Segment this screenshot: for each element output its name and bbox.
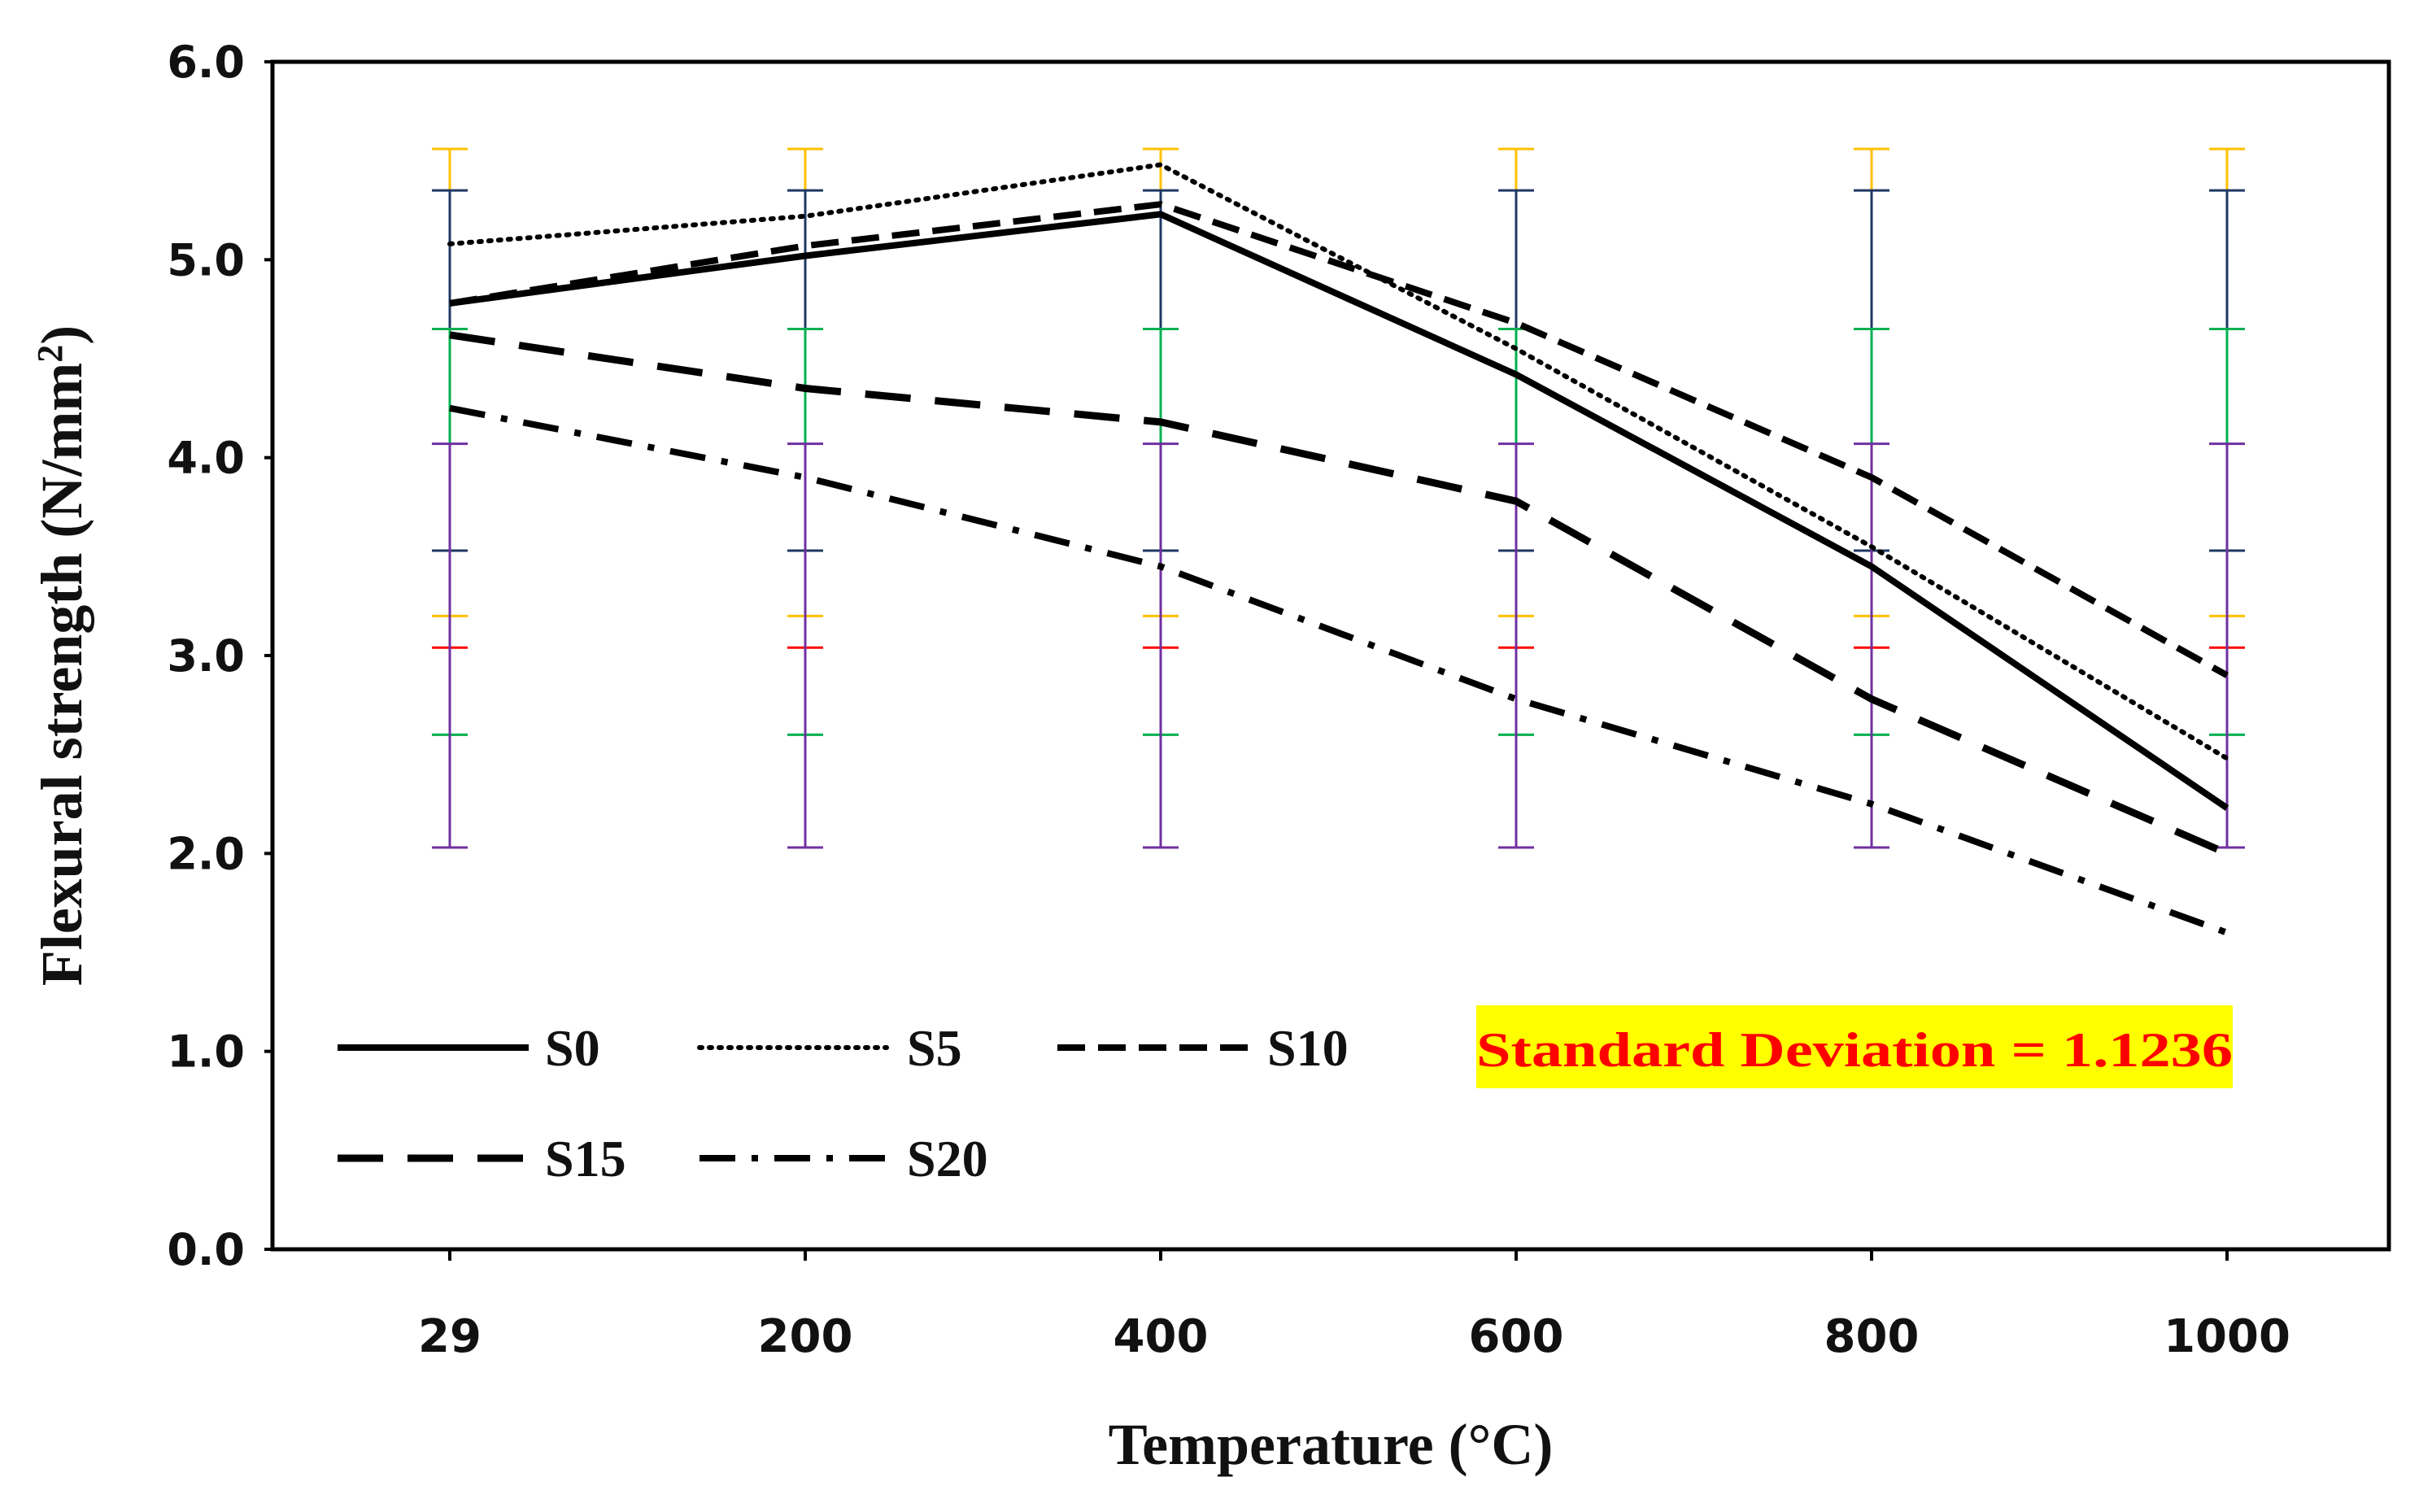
x-axis-ticks: 29 200 400 600 800 1000 [418,1249,2290,1363]
error-bars [432,147,2245,849]
y-axis-title: Flexural strength (N/mm2) [29,325,94,987]
legend-label-s15: S15 [545,1130,626,1187]
y-tick-label: 1.0 [167,1026,245,1078]
x-tick-label: 800 [1824,1310,1920,1363]
legend-label-s5: S5 [907,1019,962,1077]
series-line-s0 [449,211,2229,811]
legend: S0 S5 S10 S15 S20 [338,1019,1349,1187]
y-tick-label: 4.0 [167,433,245,484]
y-tick-label: 3.0 [167,630,245,682]
x-tick-label: 400 [1114,1310,1209,1363]
series-lines [447,162,2229,936]
x-tick-label: 200 [758,1310,853,1363]
x-axis-title: Temperature (°C) [1109,1412,1554,1477]
y-axis-ticks: 0.0 1.0 2.0 3.0 4.0 5.0 6.0 [167,37,272,1275]
series-line-s15 [449,331,2229,857]
y-axis-title-superscript: 2 [30,345,70,363]
y-axis-title-main: Flexural strength (N/mm [29,363,94,987]
legend-label-s20: S20 [907,1130,988,1187]
series-line-s5 [447,162,2229,761]
y-tick-label: 2.0 [167,828,245,879]
standard-deviation-highlight [1476,1005,2233,1088]
legend-label-s0: S0 [545,1019,600,1077]
y-tick-label: 6.0 [167,37,245,88]
y-tick-label: 5.0 [167,234,245,285]
series-line-s10 [449,201,2229,678]
series-line-s20 [449,404,2229,936]
x-tick-label: 600 [1469,1310,1564,1363]
x-tick-label: 29 [418,1310,482,1363]
x-tick-label: 1000 [2164,1310,2290,1363]
y-tick-label: 0.0 [167,1224,245,1275]
legend-label-s10: S10 [1267,1019,1349,1077]
standard-deviation-annotation: Standard Deviation = 1.1236 [1476,1023,2233,1077]
y-axis-title-end: ) [29,325,94,345]
